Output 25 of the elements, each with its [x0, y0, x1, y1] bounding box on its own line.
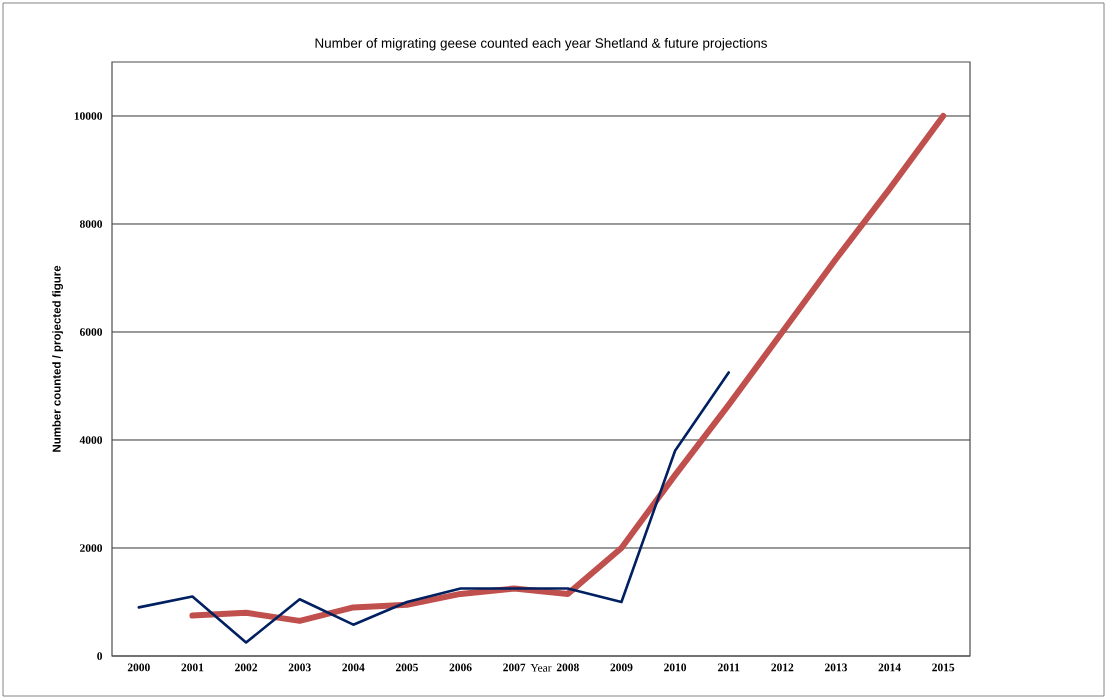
x-tick-label: 2002 [235, 663, 258, 672]
y-tick-label: 4000 [79, 436, 103, 444]
x-tick-label: 2000 [127, 663, 150, 672]
y-tick-label: 10000 [74, 112, 103, 120]
x-tick-label: 2009 [610, 663, 633, 672]
x-tick-label: 2007 [503, 663, 526, 672]
x-axis-title: Year [530, 664, 552, 672]
chart-title: Number of migrating geese counted each year Shetland & future projections [315, 37, 767, 51]
y-tick-label: 0 [97, 652, 103, 660]
x-tick-label: 2006 [449, 663, 472, 672]
y-axis-title: Number counted / projected figure [52, 265, 63, 452]
x-tick-label: 2011 [718, 663, 740, 672]
x-tick-label: 2005 [395, 663, 418, 672]
x-tick-label: 2001 [181, 663, 204, 672]
x-tick-label: 2010 [664, 663, 687, 672]
x-tick-label: 2012 [771, 663, 794, 672]
x-tick-label: 2015 [932, 663, 955, 672]
y-tick-label: 2000 [80, 544, 103, 552]
x-tick-label: 2014 [878, 663, 901, 672]
x-tick-label: 2008 [556, 663, 579, 672]
x-tick-label: 2013 [824, 663, 847, 672]
x-tick-label: 2003 [288, 663, 311, 672]
x-tick-label: 2004 [342, 663, 365, 672]
y-tick-label: 8000 [79, 220, 103, 228]
y-tick-label: 6000 [79, 328, 103, 336]
